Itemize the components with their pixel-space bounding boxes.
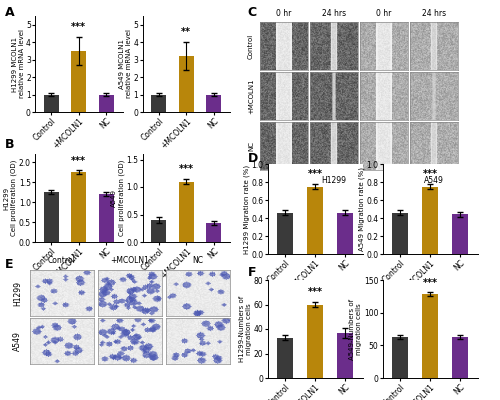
Text: ***: *** <box>72 156 86 166</box>
Y-axis label: A549 MCOLN1
relative mRNA level: A549 MCOLN1 relative mRNA level <box>119 30 132 98</box>
Text: A549: A549 <box>13 332 22 351</box>
Text: ***: *** <box>308 169 322 179</box>
Bar <box>71 172 86 242</box>
Text: B: B <box>5 138 15 151</box>
Text: +MCOLN1: +MCOLN1 <box>248 78 254 114</box>
Y-axis label: H1299
Cell proliferation (OD): H1299 Cell proliferation (OD) <box>4 160 18 236</box>
Bar <box>178 182 194 242</box>
Text: Control: Control <box>248 33 254 59</box>
Text: A549: A549 <box>424 176 444 185</box>
Y-axis label: H1299 Migration rate (%): H1299 Migration rate (%) <box>244 164 250 254</box>
Text: ***: *** <box>422 169 438 179</box>
Text: ***: *** <box>422 278 438 288</box>
Bar <box>206 94 221 112</box>
Bar <box>422 294 438 378</box>
Text: H1299: H1299 <box>321 176 346 185</box>
Bar <box>152 220 166 242</box>
Bar <box>98 194 114 242</box>
Text: ***: *** <box>72 22 86 32</box>
Text: ***: *** <box>308 287 322 297</box>
Text: **: ** <box>181 27 191 37</box>
Bar <box>422 186 438 254</box>
Text: 0 hr: 0 hr <box>276 9 291 18</box>
Text: Control: Control <box>48 256 76 265</box>
Text: NC: NC <box>192 256 203 265</box>
Text: 24 hrs: 24 hrs <box>322 9 346 18</box>
Bar <box>71 51 86 112</box>
Bar <box>336 333 353 378</box>
Bar <box>44 94 59 112</box>
Y-axis label: A549 Migration rate (%): A549 Migration rate (%) <box>358 167 365 251</box>
Bar <box>307 304 323 378</box>
Y-axis label: H1299 MCOLN1
relative mRNA level: H1299 MCOLN1 relative mRNA level <box>12 30 24 98</box>
Y-axis label: A549-Numbers of
migration cells: A549-Numbers of migration cells <box>350 298 362 360</box>
Text: ***: *** <box>179 164 194 174</box>
Bar <box>277 338 293 378</box>
Bar <box>452 214 468 254</box>
Bar <box>307 186 323 254</box>
Bar <box>452 337 468 378</box>
Bar <box>206 223 221 242</box>
Text: 0 hr: 0 hr <box>376 9 392 18</box>
Text: +MCOLN1: +MCOLN1 <box>110 256 150 265</box>
Bar <box>152 94 166 112</box>
Bar <box>44 192 59 242</box>
Text: F: F <box>248 266 256 279</box>
Text: E: E <box>5 258 14 271</box>
Text: A: A <box>5 6 15 19</box>
Bar <box>392 337 408 378</box>
Bar <box>336 213 353 254</box>
Text: C: C <box>248 6 256 19</box>
Y-axis label: A549
Cell proliferation (OD): A549 Cell proliferation (OD) <box>112 160 125 236</box>
Bar <box>98 94 114 112</box>
Bar <box>277 213 293 254</box>
Text: H1299: H1299 <box>13 280 22 306</box>
Bar <box>392 213 408 254</box>
Y-axis label: H1299-Numbers of
migration cells: H1299-Numbers of migration cells <box>239 296 252 362</box>
Text: D: D <box>248 152 258 165</box>
Bar <box>178 56 194 112</box>
Text: NC: NC <box>248 141 254 151</box>
Text: 24 hrs: 24 hrs <box>422 9 446 18</box>
